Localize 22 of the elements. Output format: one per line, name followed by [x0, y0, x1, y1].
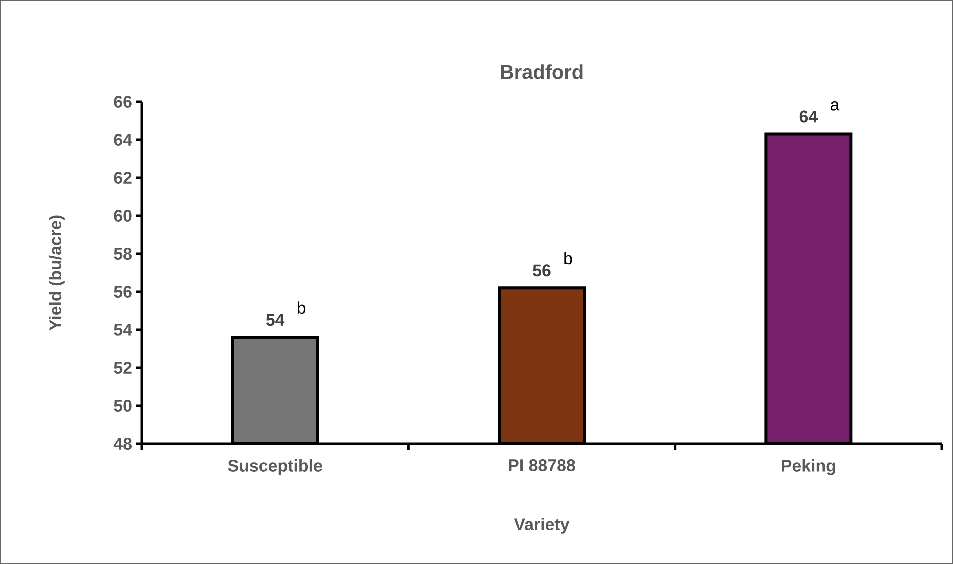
y-tick-label: 48 — [114, 438, 132, 450]
data-label: 56 — [533, 264, 551, 277]
y-axis-title: Yield (bu/acre) — [49, 216, 65, 331]
x-axis-title: Variety — [514, 518, 570, 534]
x-tick-label: Peking — [782, 460, 836, 476]
y-tick-label: 56 — [114, 286, 132, 298]
y-tick-label: 50 — [114, 400, 132, 412]
annotation: b — [564, 252, 572, 265]
y-tick-label: 52 — [114, 362, 132, 374]
y-tick-label: 54 — [114, 324, 132, 336]
y-tick-label: 66 — [114, 96, 132, 108]
data-label: 64 — [800, 110, 818, 123]
x-tick-label: PI 88788 — [509, 460, 576, 472]
y-tick-label: 64 — [114, 134, 132, 146]
annotation: b — [298, 302, 306, 314]
x-tick-label: Susceptible — [228, 460, 322, 476]
y-tick-label: 60 — [114, 210, 132, 222]
data-label: 54 — [266, 314, 285, 326]
y-tick-label: 58 — [114, 248, 132, 260]
chart-title: Bradford — [501, 64, 583, 80]
annotation: a — [830, 101, 840, 111]
y-tick-label: 62 — [114, 172, 132, 184]
